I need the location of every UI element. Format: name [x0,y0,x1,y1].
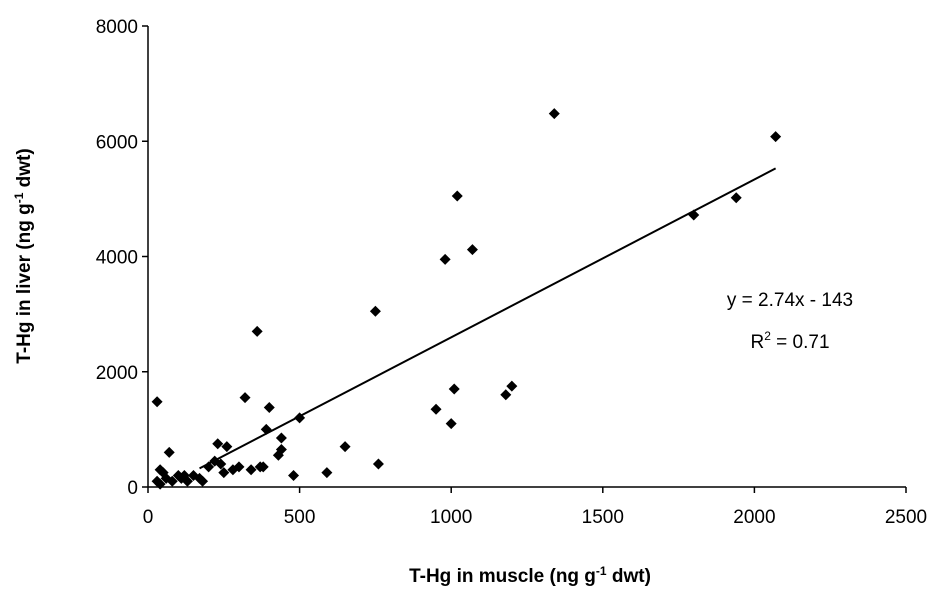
point [548,108,560,120]
point [221,441,233,453]
point [430,403,442,415]
point [151,396,163,408]
equation-label: y = 2.74x - 143 [727,290,853,311]
point [369,305,381,317]
r-squared-label: R2 = 0.71 [750,329,829,353]
y-tick-label: 6000 [96,132,138,153]
x-tick-label: 2000 [733,507,775,528]
point [275,432,287,444]
point [263,401,275,413]
point [688,209,700,221]
point [506,380,518,392]
point [215,458,227,470]
point [251,325,263,337]
point [770,131,782,143]
y-tick-label: 0 [127,478,138,499]
point [260,423,272,435]
point [181,475,193,487]
point [203,461,215,473]
point [448,383,460,395]
y-tick-label: 2000 [96,363,138,384]
point [730,192,742,204]
point [321,467,333,479]
point [154,478,166,490]
y-tick-label: 8000 [96,17,138,38]
x-tick-label: 500 [284,507,316,528]
point [445,418,457,430]
point [439,253,451,265]
point [500,389,512,401]
point [212,438,224,450]
point [466,244,478,256]
point [163,446,175,458]
x-tick-label: 2500 [885,507,927,528]
point [451,190,463,202]
point [257,461,269,473]
trendline [199,167,777,470]
point [245,464,257,476]
point [294,412,306,424]
y-axis-label: T-Hg in liver (ng g-1 dwt) [12,148,35,363]
point [197,475,209,487]
point [339,441,351,453]
x-tick-label: 1000 [430,507,472,528]
point [275,444,287,456]
point [233,461,245,473]
point [372,458,384,470]
point [239,392,251,404]
x-tick-label: 0 [143,507,154,528]
point [166,475,178,487]
point [218,467,230,479]
point [288,469,300,481]
x-axis-label: T-Hg in muscle (ng g-1 dwt) [409,564,651,587]
y-tick-label: 4000 [96,248,138,269]
x-tick-label: 1500 [582,507,624,528]
